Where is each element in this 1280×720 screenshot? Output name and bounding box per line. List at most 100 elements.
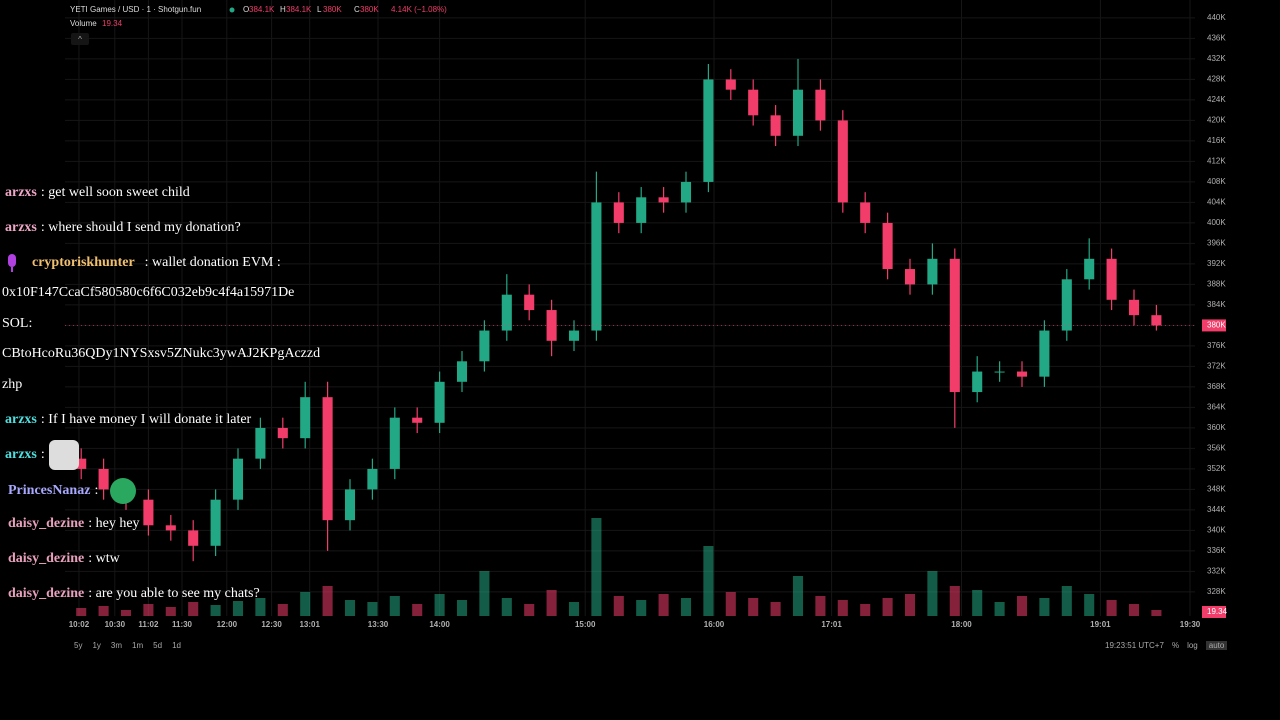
volume-bar <box>344 600 356 616</box>
volume-bar <box>1084 594 1095 616</box>
y-tick-label: 372K <box>1207 362 1226 371</box>
log-button[interactable]: log <box>1187 641 1198 650</box>
volume-bar <box>1106 600 1117 616</box>
y-tick-label: 412K <box>1207 157 1226 166</box>
y-tick-label: 440K <box>1207 13 1226 22</box>
candle-body <box>434 381 445 423</box>
settings-bar: 19:23:51 UTC+7 % log auto <box>1105 641 1228 650</box>
percent-button[interactable]: % <box>1171 641 1180 650</box>
range-bar: 5y 1y 3m 1m 5d 1d <box>74 641 181 650</box>
x-tick-label: 15:00 <box>575 620 596 629</box>
y-tick-label: 328K <box>1207 587 1226 596</box>
y-tick-label: 352K <box>1207 464 1226 473</box>
volume-tag <box>1202 606 1226 618</box>
ohlc-key: L <box>317 5 322 14</box>
chat-line: zhp <box>2 377 22 393</box>
ohlc-key: O <box>243 5 249 14</box>
collapse-button[interactable] <box>71 33 89 45</box>
candle-body <box>636 197 647 223</box>
candle-body <box>927 258 938 285</box>
y-tick-label: 360K <box>1207 423 1226 432</box>
volume-bar <box>658 594 669 616</box>
x-tick-label: 16:00 <box>704 620 725 629</box>
x-tick-label: 13:01 <box>299 620 320 629</box>
auto-button[interactable]: auto <box>1205 641 1228 650</box>
volume-bar <box>636 600 647 616</box>
range-button[interactable]: 1d <box>172 641 181 650</box>
volume-bar <box>98 606 109 616</box>
volume-bar <box>994 602 1005 616</box>
range-button[interactable]: 3m <box>110 641 123 650</box>
x-tick-label: 10:02 <box>69 620 90 629</box>
range-button[interactable]: 1m <box>132 641 144 650</box>
candle-body <box>1016 371 1028 377</box>
ohlc-key: H <box>280 5 286 14</box>
candle-body <box>1128 299 1140 316</box>
candle-body <box>994 371 1005 373</box>
chat-message: arzxs: get well soon sweet child <box>5 185 190 201</box>
candle-body <box>165 525 176 531</box>
volume-bar <box>568 602 580 616</box>
volume-bar <box>591 518 602 616</box>
candle-body <box>680 181 692 203</box>
range-button[interactable]: 5y <box>74 641 83 650</box>
last-price-tag <box>1202 319 1226 332</box>
candle-body <box>815 89 826 121</box>
chat-message: arzxs: If I have money I will donate it … <box>5 412 251 428</box>
x-tick-label: 11:02 <box>138 620 159 629</box>
candle-body <box>613 202 624 223</box>
volume-bar <box>927 571 938 616</box>
range-button[interactable]: 1y <box>92 641 101 650</box>
volume-bar <box>434 594 445 616</box>
chat-message: daisy_dezine: are you able to see my cha… <box>8 586 260 602</box>
chat-user: arzxs <box>5 447 37 462</box>
volume-bar <box>76 608 87 616</box>
candle-body <box>412 417 423 423</box>
range-button[interactable]: 5d <box>153 641 163 650</box>
candle-body <box>837 120 848 203</box>
candle-body <box>882 222 893 270</box>
volume-bar <box>792 576 804 616</box>
candle-body <box>188 530 199 546</box>
ohlc-value: 384.1K <box>286 5 312 14</box>
volume-bar <box>815 596 826 616</box>
volume-bar <box>1061 586 1072 616</box>
volume-bar <box>725 592 736 616</box>
volume-bar <box>300 592 311 616</box>
y-tick-label: 336K <box>1207 546 1226 555</box>
candle-body <box>524 294 535 311</box>
last-price-label: 380K <box>1207 321 1226 330</box>
y-tick-label: 348K <box>1207 485 1226 494</box>
chart-title: YETI Games / USD · 1 · Shotgun.fun <box>70 5 201 14</box>
clock: 19:23:51 UTC+7 <box>1105 641 1164 650</box>
ohlc-key: C <box>354 5 360 14</box>
chat-text: CBtoHcoRu36QDy1NYSxsv5ZNukc3ywAJ2KPgAczz… <box>2 346 321 361</box>
candle-body <box>322 397 333 521</box>
volume-title: Volume <box>70 19 97 28</box>
y-tick-label: 384K <box>1207 300 1226 309</box>
volume-bar <box>456 600 468 616</box>
candle-body <box>389 417 400 469</box>
y-tick-label: 400K <box>1207 218 1226 227</box>
chat-message: arzxs: <box>5 440 79 470</box>
chat-message: PrincesNanaz: <box>8 478 137 504</box>
candle-body <box>1039 330 1050 377</box>
ohlc-value: 380K <box>323 5 342 14</box>
volume-bar <box>837 600 848 616</box>
volume-bar <box>1016 596 1028 616</box>
chat-text: : <box>40 447 45 462</box>
cat-emote <box>48 440 79 470</box>
volume-bar <box>748 598 759 616</box>
chat-text: : hey hey <box>88 516 140 531</box>
volume-bar <box>188 602 199 616</box>
chat-line: CBtoHcoRu36QDy1NYSxsv5ZNukc3ywAJ2KPgAczz… <box>2 346 320 362</box>
chat-user: daisy_dezine <box>8 586 85 601</box>
y-tick-label: 344K <box>1207 505 1226 514</box>
y-tick-label: 332K <box>1207 567 1226 576</box>
volume-bar <box>479 571 490 616</box>
y-tick-label: 356K <box>1207 444 1226 453</box>
chat-message: arzxs: where should I send my donation? <box>5 220 241 236</box>
volume-bar <box>860 604 871 616</box>
candle-body <box>546 310 557 341</box>
